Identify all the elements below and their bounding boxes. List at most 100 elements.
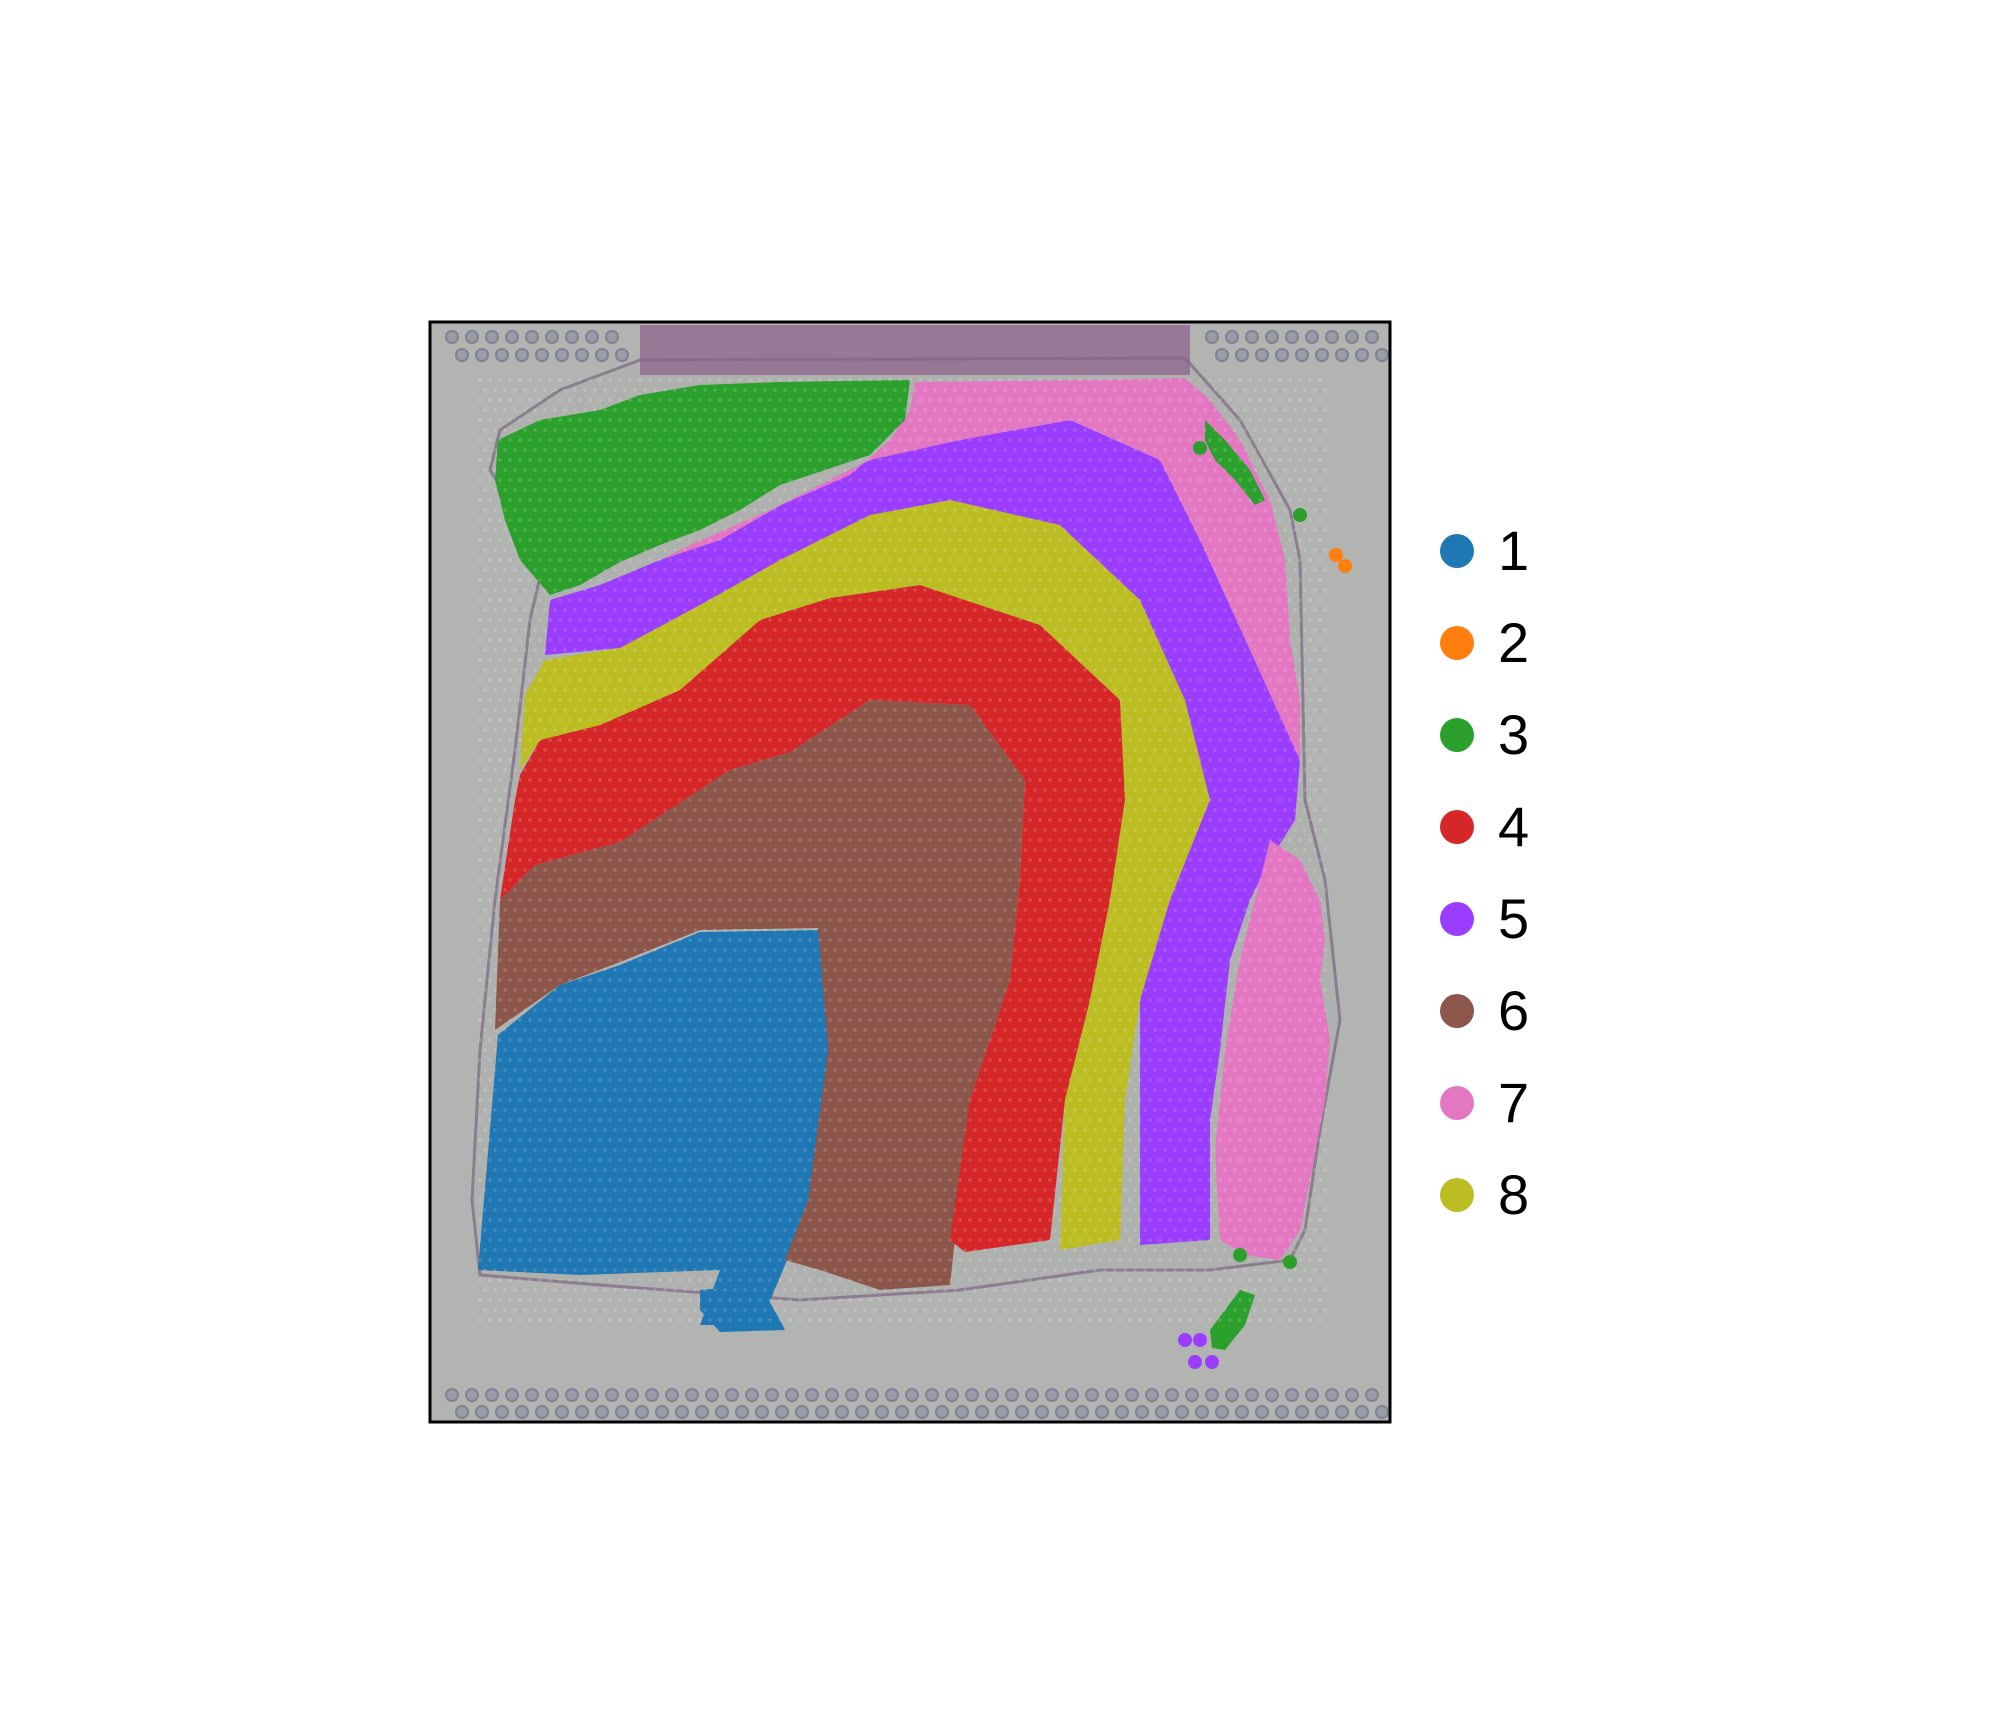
- plot-frame: [428, 320, 1392, 1424]
- fiducial-spot: [1325, 1388, 1339, 1402]
- fiducial-spot: [1225, 330, 1239, 344]
- fiducial-spot: [515, 1405, 529, 1419]
- fiducial-spot: [455, 348, 469, 362]
- fiducial-spot: [1345, 330, 1359, 344]
- fiducial-spot: [455, 1405, 469, 1419]
- fiducial-spot: [895, 1405, 909, 1419]
- stray-spot-cluster-5: [1205, 1355, 1219, 1369]
- legend-item-5: 5: [1440, 873, 1529, 965]
- fiducial-spot: [625, 1388, 639, 1402]
- legend-marker-2: [1440, 626, 1474, 660]
- fiducial-spot: [665, 1388, 679, 1402]
- stray-spot-cluster-3: [1293, 508, 1307, 522]
- fiducial-spot: [1275, 348, 1289, 362]
- fiducial-spot: [905, 1388, 919, 1402]
- fiducial-spot: [1105, 1388, 1119, 1402]
- legend-marker-8: [1440, 1178, 1474, 1212]
- fiducial-spot: [1265, 1388, 1279, 1402]
- fiducial-spot: [1265, 330, 1279, 344]
- fiducial-spot: [1365, 1388, 1379, 1402]
- fiducial-spot: [1345, 1388, 1359, 1402]
- legend-marker-1: [1440, 534, 1474, 568]
- fiducial-spot: [745, 1388, 759, 1402]
- cluster-region-3: [1205, 420, 1265, 505]
- fiducial-spot: [1335, 348, 1349, 362]
- fiducial-spot: [955, 1405, 969, 1419]
- fiducial-spot: [1355, 348, 1369, 362]
- fiducial-spot: [615, 348, 629, 362]
- legend-label-6: 6: [1498, 979, 1530, 1042]
- fiducial-spot: [875, 1405, 889, 1419]
- fiducial-spot: [545, 330, 559, 344]
- fiducial-spot: [815, 1405, 829, 1419]
- legend-marker-4: [1440, 810, 1474, 844]
- fiducial-spot: [835, 1405, 849, 1419]
- stray-spot-cluster-3: [1193, 441, 1207, 455]
- fiducial-spot: [675, 1405, 689, 1419]
- cluster-region-4: [500, 585, 1125, 1252]
- fiducial-spot: [575, 348, 589, 362]
- legend-label-7: 7: [1498, 1071, 1530, 1134]
- fiducial-spots: [445, 330, 1389, 1419]
- legend-item-4: 4: [1440, 781, 1529, 873]
- legend-item-7: 7: [1440, 1057, 1529, 1149]
- fiducial-spot: [975, 1405, 989, 1419]
- fiducial-spot: [595, 348, 609, 362]
- legend-marker-6: [1440, 994, 1474, 1028]
- fiducial-spot: [1015, 1405, 1029, 1419]
- fiducial-spot: [1005, 1388, 1019, 1402]
- fiducial-spot: [555, 348, 569, 362]
- legend-item-6: 6: [1440, 965, 1529, 1057]
- cluster-region-1: [700, 1285, 785, 1332]
- fiducial-spot: [735, 1405, 749, 1419]
- fiducial-spot: [1305, 1388, 1319, 1402]
- fiducial-spot: [695, 1405, 709, 1419]
- stray-spot-cluster-5: [1178, 1333, 1192, 1347]
- fiducial-spot: [865, 1388, 879, 1402]
- cluster-region-1: [478, 930, 830, 1325]
- cluster-region-7: [1215, 840, 1330, 1260]
- fiducial-spot: [645, 1388, 659, 1402]
- fiducial-spot: [715, 1405, 729, 1419]
- fiducial-spot: [1215, 1405, 1229, 1419]
- fiducial-spot: [1325, 330, 1339, 344]
- fiducial-spot: [475, 348, 489, 362]
- fiducial-spot: [515, 348, 529, 362]
- legend-label-1: 1: [1498, 519, 1530, 582]
- fiducial-spot: [565, 330, 579, 344]
- tissue-top-band: [640, 325, 1190, 375]
- fiducial-spot: [1045, 1388, 1059, 1402]
- fiducial-spot: [1245, 330, 1259, 344]
- fiducial-spot: [1175, 1405, 1189, 1419]
- fiducial-spot: [1155, 1405, 1169, 1419]
- legend-label-8: 8: [1498, 1163, 1530, 1226]
- fiducial-spot: [1195, 1405, 1209, 1419]
- fiducial-spot: [635, 1405, 649, 1419]
- fiducial-spot: [1085, 1388, 1099, 1402]
- fiducial-spot: [575, 1405, 589, 1419]
- fiducial-spot: [445, 1388, 459, 1402]
- legend-item-1: 1: [1440, 505, 1529, 597]
- cluster-region-6: [495, 700, 1025, 1290]
- fiducial-spot: [995, 1405, 1009, 1419]
- fiducial-spot: [445, 330, 459, 344]
- fiducial-spot: [945, 1388, 959, 1402]
- fiducial-spot: [1295, 348, 1309, 362]
- fiducial-spot: [855, 1405, 869, 1419]
- fiducial-spot: [1055, 1405, 1069, 1419]
- legend-item-3: 3: [1440, 689, 1529, 781]
- fiducial-spot: [785, 1388, 799, 1402]
- fiducial-spot: [885, 1388, 899, 1402]
- cluster-spots: [478, 378, 1352, 1369]
- fiducial-spot: [1245, 1388, 1259, 1402]
- fiducial-spot: [495, 348, 509, 362]
- stray-spot-cluster-5: [1188, 1355, 1202, 1369]
- fiducial-spot: [805, 1388, 819, 1402]
- fiducial-spot: [1315, 348, 1329, 362]
- fiducial-spot: [705, 1388, 719, 1402]
- fiducial-spot: [1115, 1405, 1129, 1419]
- legend-marker-7: [1440, 1086, 1474, 1120]
- legend-label-5: 5: [1498, 887, 1530, 950]
- legend-label-3: 3: [1498, 703, 1530, 766]
- fiducial-spot: [795, 1405, 809, 1419]
